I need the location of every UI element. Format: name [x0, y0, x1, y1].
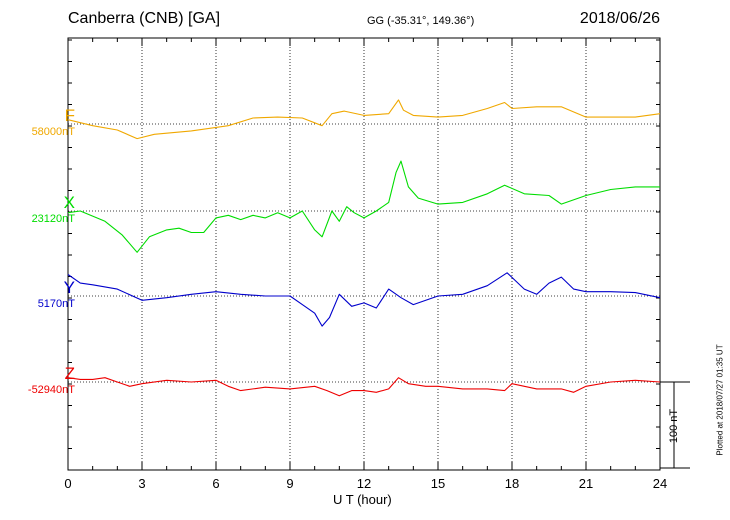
- x-axis-label: U T (hour): [333, 492, 392, 507]
- series-line-z: [67, 377, 661, 397]
- x-tick-label: 15: [430, 476, 446, 491]
- component-label-f: F 58000nT: [32, 107, 75, 139]
- plotted-timestamp: Plotted at 2018/07/27 01:35 UT: [715, 344, 725, 456]
- series-line-x: [67, 160, 660, 253]
- series-line-f: [67, 99, 661, 140]
- chart-date: 2018/06/26: [579, 10, 660, 27]
- component-symbol: Y: [63, 278, 75, 297]
- x-tick-label: 12: [356, 476, 372, 491]
- component-symbol: X: [63, 193, 75, 212]
- component-baseline-value: -52940nT: [27, 384, 75, 396]
- x-tick-label: 21: [578, 476, 594, 491]
- station-coordinates: GG (-35.31°, 149.36°): [367, 15, 475, 27]
- x-tick-label: 18: [504, 476, 520, 491]
- x-tick-label: 3: [138, 476, 146, 491]
- x-tick-label: 0: [64, 476, 72, 491]
- scale-bar-label: 100 nT: [668, 408, 680, 444]
- component-label-z: Z -52940nT: [28, 365, 75, 397]
- component-baseline-value: 5170nT: [37, 298, 75, 310]
- chart-title: Canberra (CNB) [GA]: [68, 10, 221, 27]
- component-baseline-value: 58000nT: [31, 126, 75, 138]
- component-label-y: Y 5170nT: [38, 279, 75, 311]
- series-line-y: [67, 272, 661, 327]
- x-tick-label: 24: [652, 476, 668, 491]
- x-tick-label: 6: [212, 476, 220, 491]
- component-symbol: F: [64, 106, 75, 125]
- x-tick-label: 9: [286, 476, 294, 491]
- component-baseline-value: 23120nT: [31, 213, 75, 225]
- component-symbol: Z: [64, 364, 75, 383]
- component-label-x: X 23120nT: [32, 194, 75, 226]
